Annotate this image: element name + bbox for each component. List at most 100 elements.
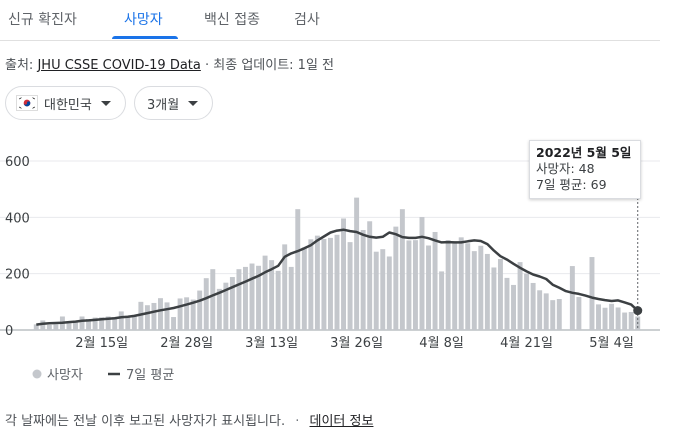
bar <box>465 243 471 330</box>
bar <box>295 209 301 330</box>
bar <box>223 282 229 330</box>
country-dropdown[interactable]: 대한민국 <box>5 86 126 120</box>
bar <box>354 197 360 330</box>
caret-down-icon <box>100 100 111 106</box>
y-tick-label: 400 <box>5 211 30 226</box>
legend-line-label: 7일 평균 <box>126 368 174 383</box>
bar <box>112 317 118 330</box>
footer-separator: · <box>295 414 300 429</box>
tooltip-deaths: 사망자: 48 <box>536 161 595 176</box>
bar <box>550 300 556 330</box>
legend-bar-label: 사망자 <box>47 368 83 383</box>
bar <box>158 298 163 330</box>
bar <box>118 311 124 330</box>
active-tab-indicator <box>112 36 178 39</box>
bar <box>622 312 628 330</box>
data-info-link[interactable]: 데이터 정보 <box>309 414 374 429</box>
bar <box>256 265 262 330</box>
bar <box>373 251 379 330</box>
x-tick-label: 3월 26일 <box>330 336 383 351</box>
tab-bar: 신규 확진자 사망자 백신 접종 검사 <box>0 0 660 41</box>
bar <box>445 240 451 330</box>
bar <box>327 237 333 330</box>
bar <box>151 302 157 330</box>
bar <box>243 266 248 330</box>
bar <box>105 316 111 330</box>
bar <box>628 311 634 330</box>
bar <box>86 319 92 330</box>
bar <box>576 297 582 330</box>
bar <box>269 260 275 330</box>
period-label: 3개월 <box>147 97 180 113</box>
country-label: 대한민국 <box>44 97 92 113</box>
y-tick-label: 200 <box>5 268 30 283</box>
bar <box>602 307 608 330</box>
bar <box>131 315 137 330</box>
bar <box>171 317 177 330</box>
bar <box>184 297 190 330</box>
bar <box>524 273 530 330</box>
average-line <box>36 228 639 326</box>
bar <box>569 266 575 330</box>
bar <box>478 245 484 330</box>
bar <box>210 269 216 330</box>
bar <box>282 244 288 330</box>
source-link[interactable]: JHU CSSE COVID-19 Data <box>37 58 201 73</box>
bar <box>458 237 464 330</box>
bar <box>138 301 144 330</box>
bar <box>314 235 320 330</box>
tooltip-average: 7일 평균: 69 <box>536 177 607 192</box>
y-tick-label: 600 <box>5 155 30 170</box>
legend-bar-swatch <box>32 369 42 379</box>
bar <box>92 317 98 330</box>
bar <box>367 221 373 330</box>
bar <box>596 304 601 330</box>
bar <box>615 307 621 330</box>
bar <box>73 321 78 330</box>
bar <box>275 270 281 330</box>
x-tick-label: 4월 8일 <box>419 336 464 351</box>
bar <box>66 323 72 330</box>
bar <box>386 256 392 330</box>
bar <box>517 262 523 330</box>
tooltip-date: 2022년 5월 5일 <box>536 145 632 160</box>
bar <box>341 218 347 330</box>
bar <box>511 284 516 330</box>
tab-vaccinations[interactable]: 백신 접종 <box>204 12 260 28</box>
x-tick-label: 2월 28일 <box>160 336 213 351</box>
x-tick-label: 2월 15일 <box>75 336 128 351</box>
bar <box>393 226 399 330</box>
bar <box>177 298 183 330</box>
bar <box>452 242 458 330</box>
bar <box>419 217 425 330</box>
chart-tooltip: 2022년 5월 5일 사망자: 48 7일 평균: 69 <box>529 140 641 199</box>
bar <box>432 231 438 330</box>
bar <box>321 239 327 330</box>
bar <box>504 277 510 330</box>
bar <box>399 209 405 330</box>
bar <box>216 288 222 330</box>
bar <box>164 302 170 330</box>
bar <box>125 316 131 330</box>
bar <box>79 316 85 330</box>
source-prefix: 출처: <box>5 58 34 73</box>
bar <box>543 293 549 330</box>
tab-deaths[interactable]: 사망자 <box>124 12 163 28</box>
period-dropdown[interactable]: 3개월 <box>134 86 213 120</box>
bar <box>609 303 615 330</box>
bar <box>334 234 340 330</box>
tab-tests[interactable]: 검사 <box>294 12 320 28</box>
bar <box>40 320 46 330</box>
bar <box>288 266 294 330</box>
x-tick-label: 4월 21일 <box>500 336 553 351</box>
tab-new-cases[interactable]: 신규 확진자 <box>8 12 77 28</box>
bar <box>99 317 105 330</box>
x-tick-label: 3월 13일 <box>245 336 298 351</box>
bar <box>190 299 196 330</box>
bar <box>537 290 543 330</box>
bar <box>406 240 412 330</box>
bar <box>426 245 431 330</box>
bar <box>439 271 445 330</box>
bar <box>491 267 497 330</box>
